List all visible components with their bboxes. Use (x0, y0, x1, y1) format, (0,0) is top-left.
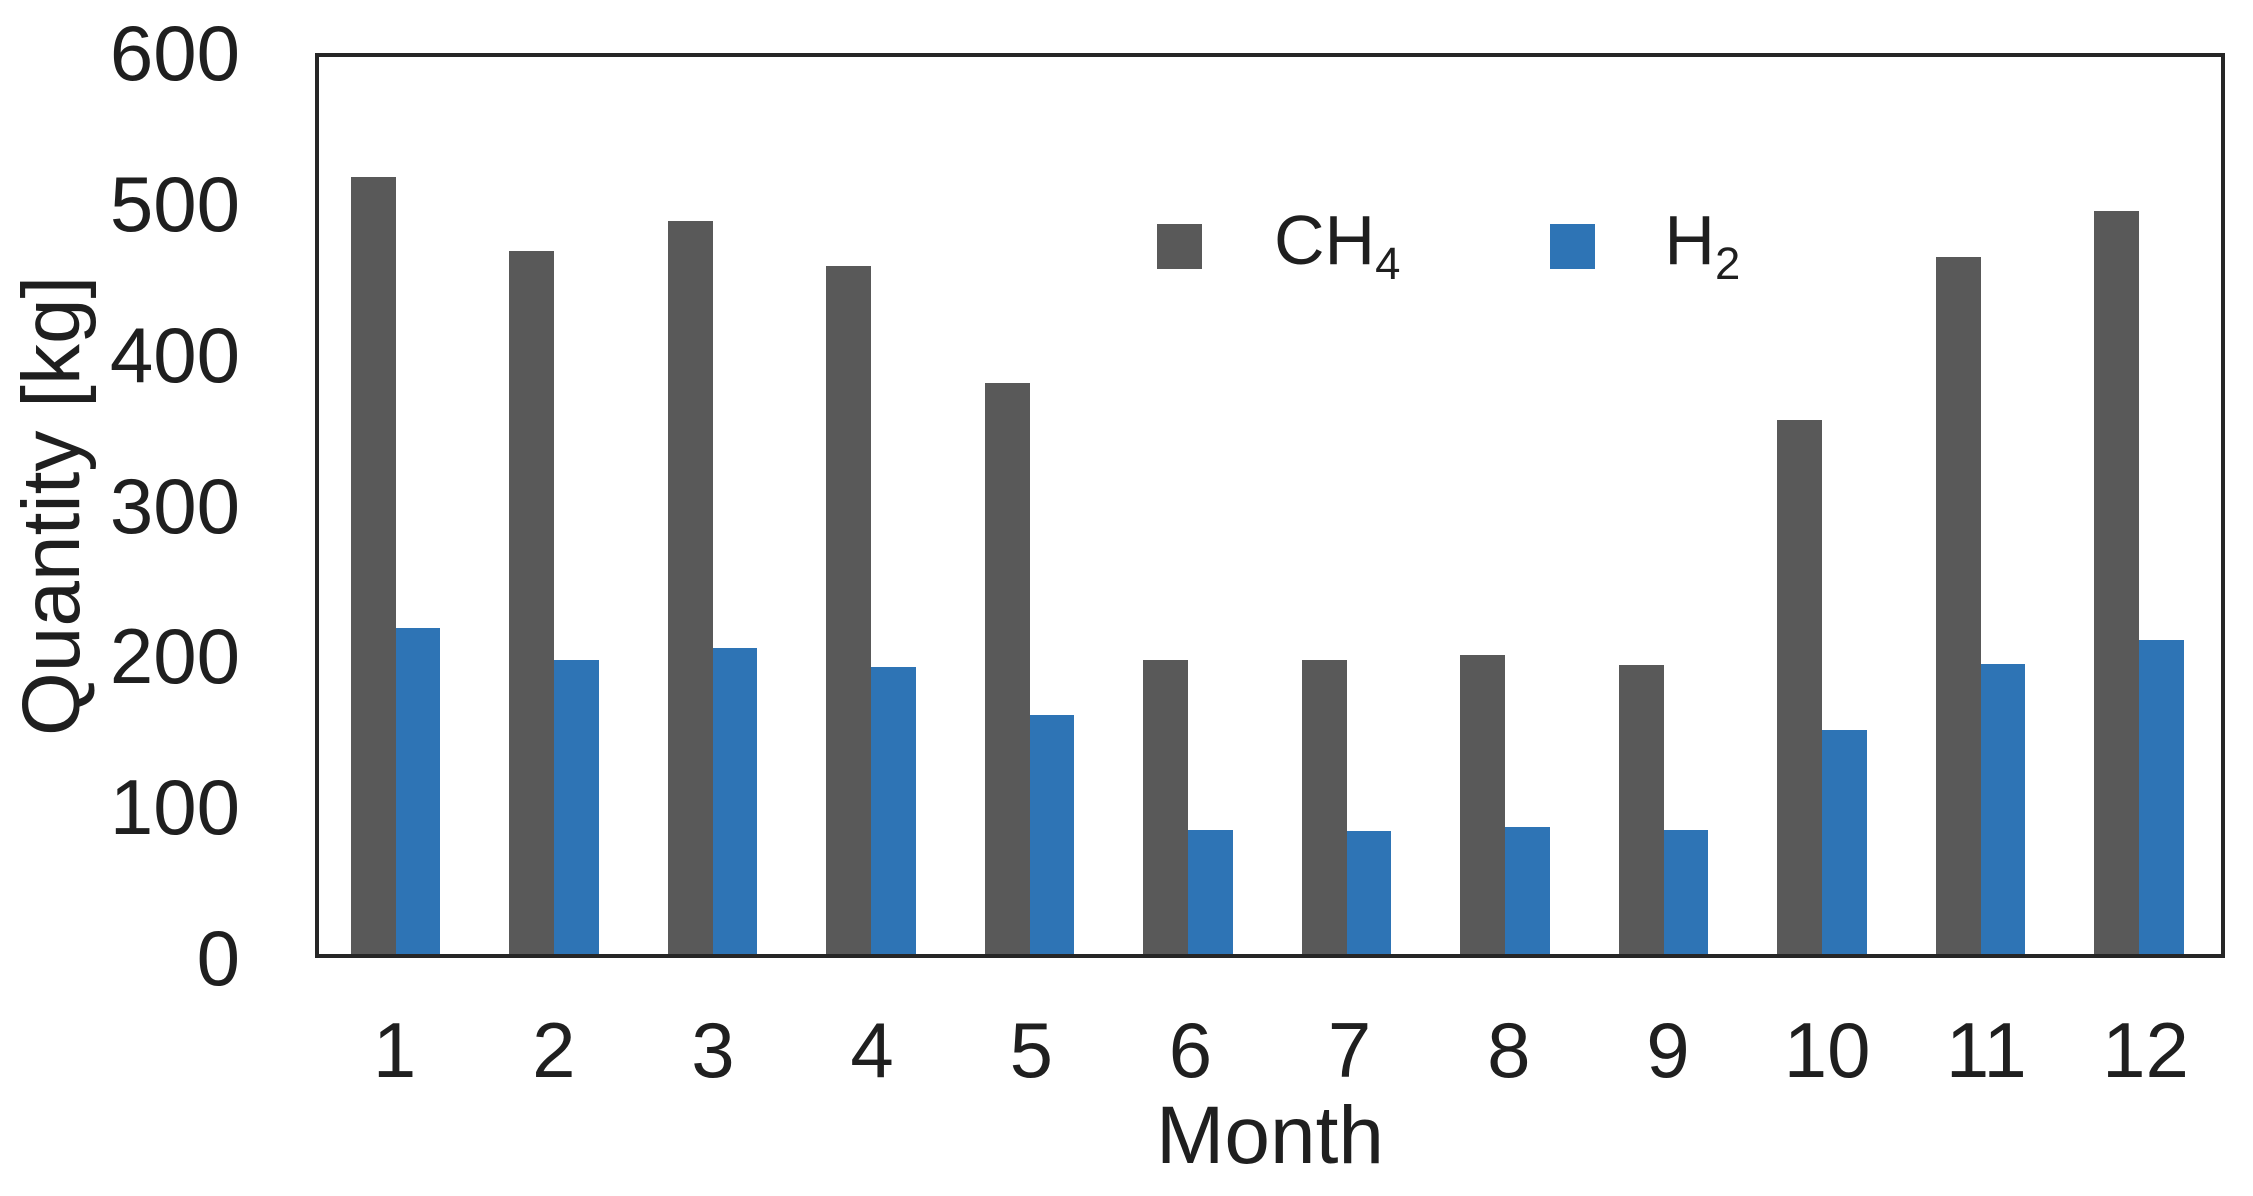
legend-label-h2: H2 (1664, 205, 1740, 287)
x-tick-label-1: 1 (372, 1006, 417, 1094)
x-tick-label-10: 10 (1783, 1006, 1871, 1094)
bar-h2-month-6 (1188, 829, 1233, 954)
plot-area (315, 53, 2225, 958)
y-tick-label: 100 (109, 763, 240, 852)
bar-ch4-month-1 (350, 176, 396, 954)
y-tick-label: 400 (109, 310, 240, 399)
y-tick-label: 0 (196, 914, 240, 1002)
x-tick-label-7: 7 (1327, 1006, 1372, 1094)
legend-label-ch4: CH4 (1274, 205, 1400, 287)
x-tick-label-12: 12 (2102, 1006, 2189, 1094)
month-group-3 (636, 57, 795, 954)
legend-label-h2-text: H (1664, 201, 1715, 280)
legend-label-h2-subscript: 2 (1714, 238, 1741, 290)
y-tick-label: 500 (109, 159, 240, 248)
bar-h2-month-2 (554, 659, 599, 954)
x-tick-label-11: 11 (1945, 1006, 2027, 1094)
month-group-2 (478, 57, 637, 954)
bar-h2-month-4 (871, 666, 916, 954)
bar-h2-month-7 (1346, 831, 1392, 954)
x-axis-tick-labels: 1 2 3 4 5 6 7 8 9 10 11 12 (315, 1000, 2225, 1100)
y-tick-label: 600 (109, 9, 240, 97)
bar-ch4-month-8 (1460, 655, 1506, 954)
x-tick-label-3: 3 (691, 1006, 735, 1094)
bar-ch4-month-5 (984, 382, 1030, 954)
bar-ch4-month-3 (667, 221, 713, 954)
bar-ch4-month-11 (1935, 257, 1981, 954)
month-group-1 (319, 57, 478, 954)
y-tick-label: 200 (109, 612, 240, 701)
bar-ch4-month-10 (1777, 420, 1823, 954)
bar-h2-month-9 (1663, 829, 1709, 954)
bar-h2-month-12 (2139, 640, 2184, 954)
bar-h2-month-10 (1822, 729, 1867, 954)
x-tick-label-2: 2 (532, 1006, 576, 1094)
month-group-9 (1587, 57, 1746, 954)
bar-ch4-month-6 (1143, 659, 1189, 954)
month-group-10 (1746, 57, 1905, 954)
month-group-4 (795, 57, 954, 954)
month-group-5 (953, 57, 1112, 954)
bar-h2-month-5 (1029, 714, 1075, 954)
x-tick-label-4: 4 (850, 1006, 894, 1094)
legend-swatch-ch4 (1157, 223, 1202, 269)
y-tick-label: 300 (109, 461, 240, 550)
bar-h2-month-3 (712, 647, 758, 954)
month-group-7 (1270, 57, 1429, 954)
bar-ch4-month-12 (2094, 211, 2140, 954)
x-tick-label-9: 9 (1646, 1006, 1690, 1094)
bar-ch4-month-9 (1618, 665, 1664, 954)
bar-ch4-month-2 (509, 251, 555, 954)
x-axis-title: Month (1156, 1090, 1384, 1181)
legend-label-ch4-subscript: 4 (1375, 238, 1401, 290)
legend: CH4 H2 (1157, 205, 1740, 287)
month-group-6 (1112, 57, 1271, 954)
bar-h2-month-8 (1505, 826, 1550, 954)
month-group-12 (2063, 57, 2222, 954)
bar-ch4-month-4 (826, 266, 872, 954)
legend-label-ch4-text: CH (1274, 201, 1376, 280)
x-tick-label-5: 5 (1009, 1006, 1053, 1094)
bar-h2-month-11 (1980, 663, 2026, 954)
month-group-8 (1429, 57, 1588, 954)
month-group-11 (1904, 57, 2063, 954)
y-axis-tick-labels: 600 500 400 300 200 100 0 (0, 14, 250, 997)
bar-h2-month-1 (395, 628, 441, 954)
x-tick-label-6: 6 (1168, 1006, 1213, 1094)
bar-ch4-month-7 (1301, 659, 1347, 954)
legend-swatch-h2 (1550, 223, 1596, 269)
x-tick-label-8: 8 (1487, 1006, 1531, 1094)
